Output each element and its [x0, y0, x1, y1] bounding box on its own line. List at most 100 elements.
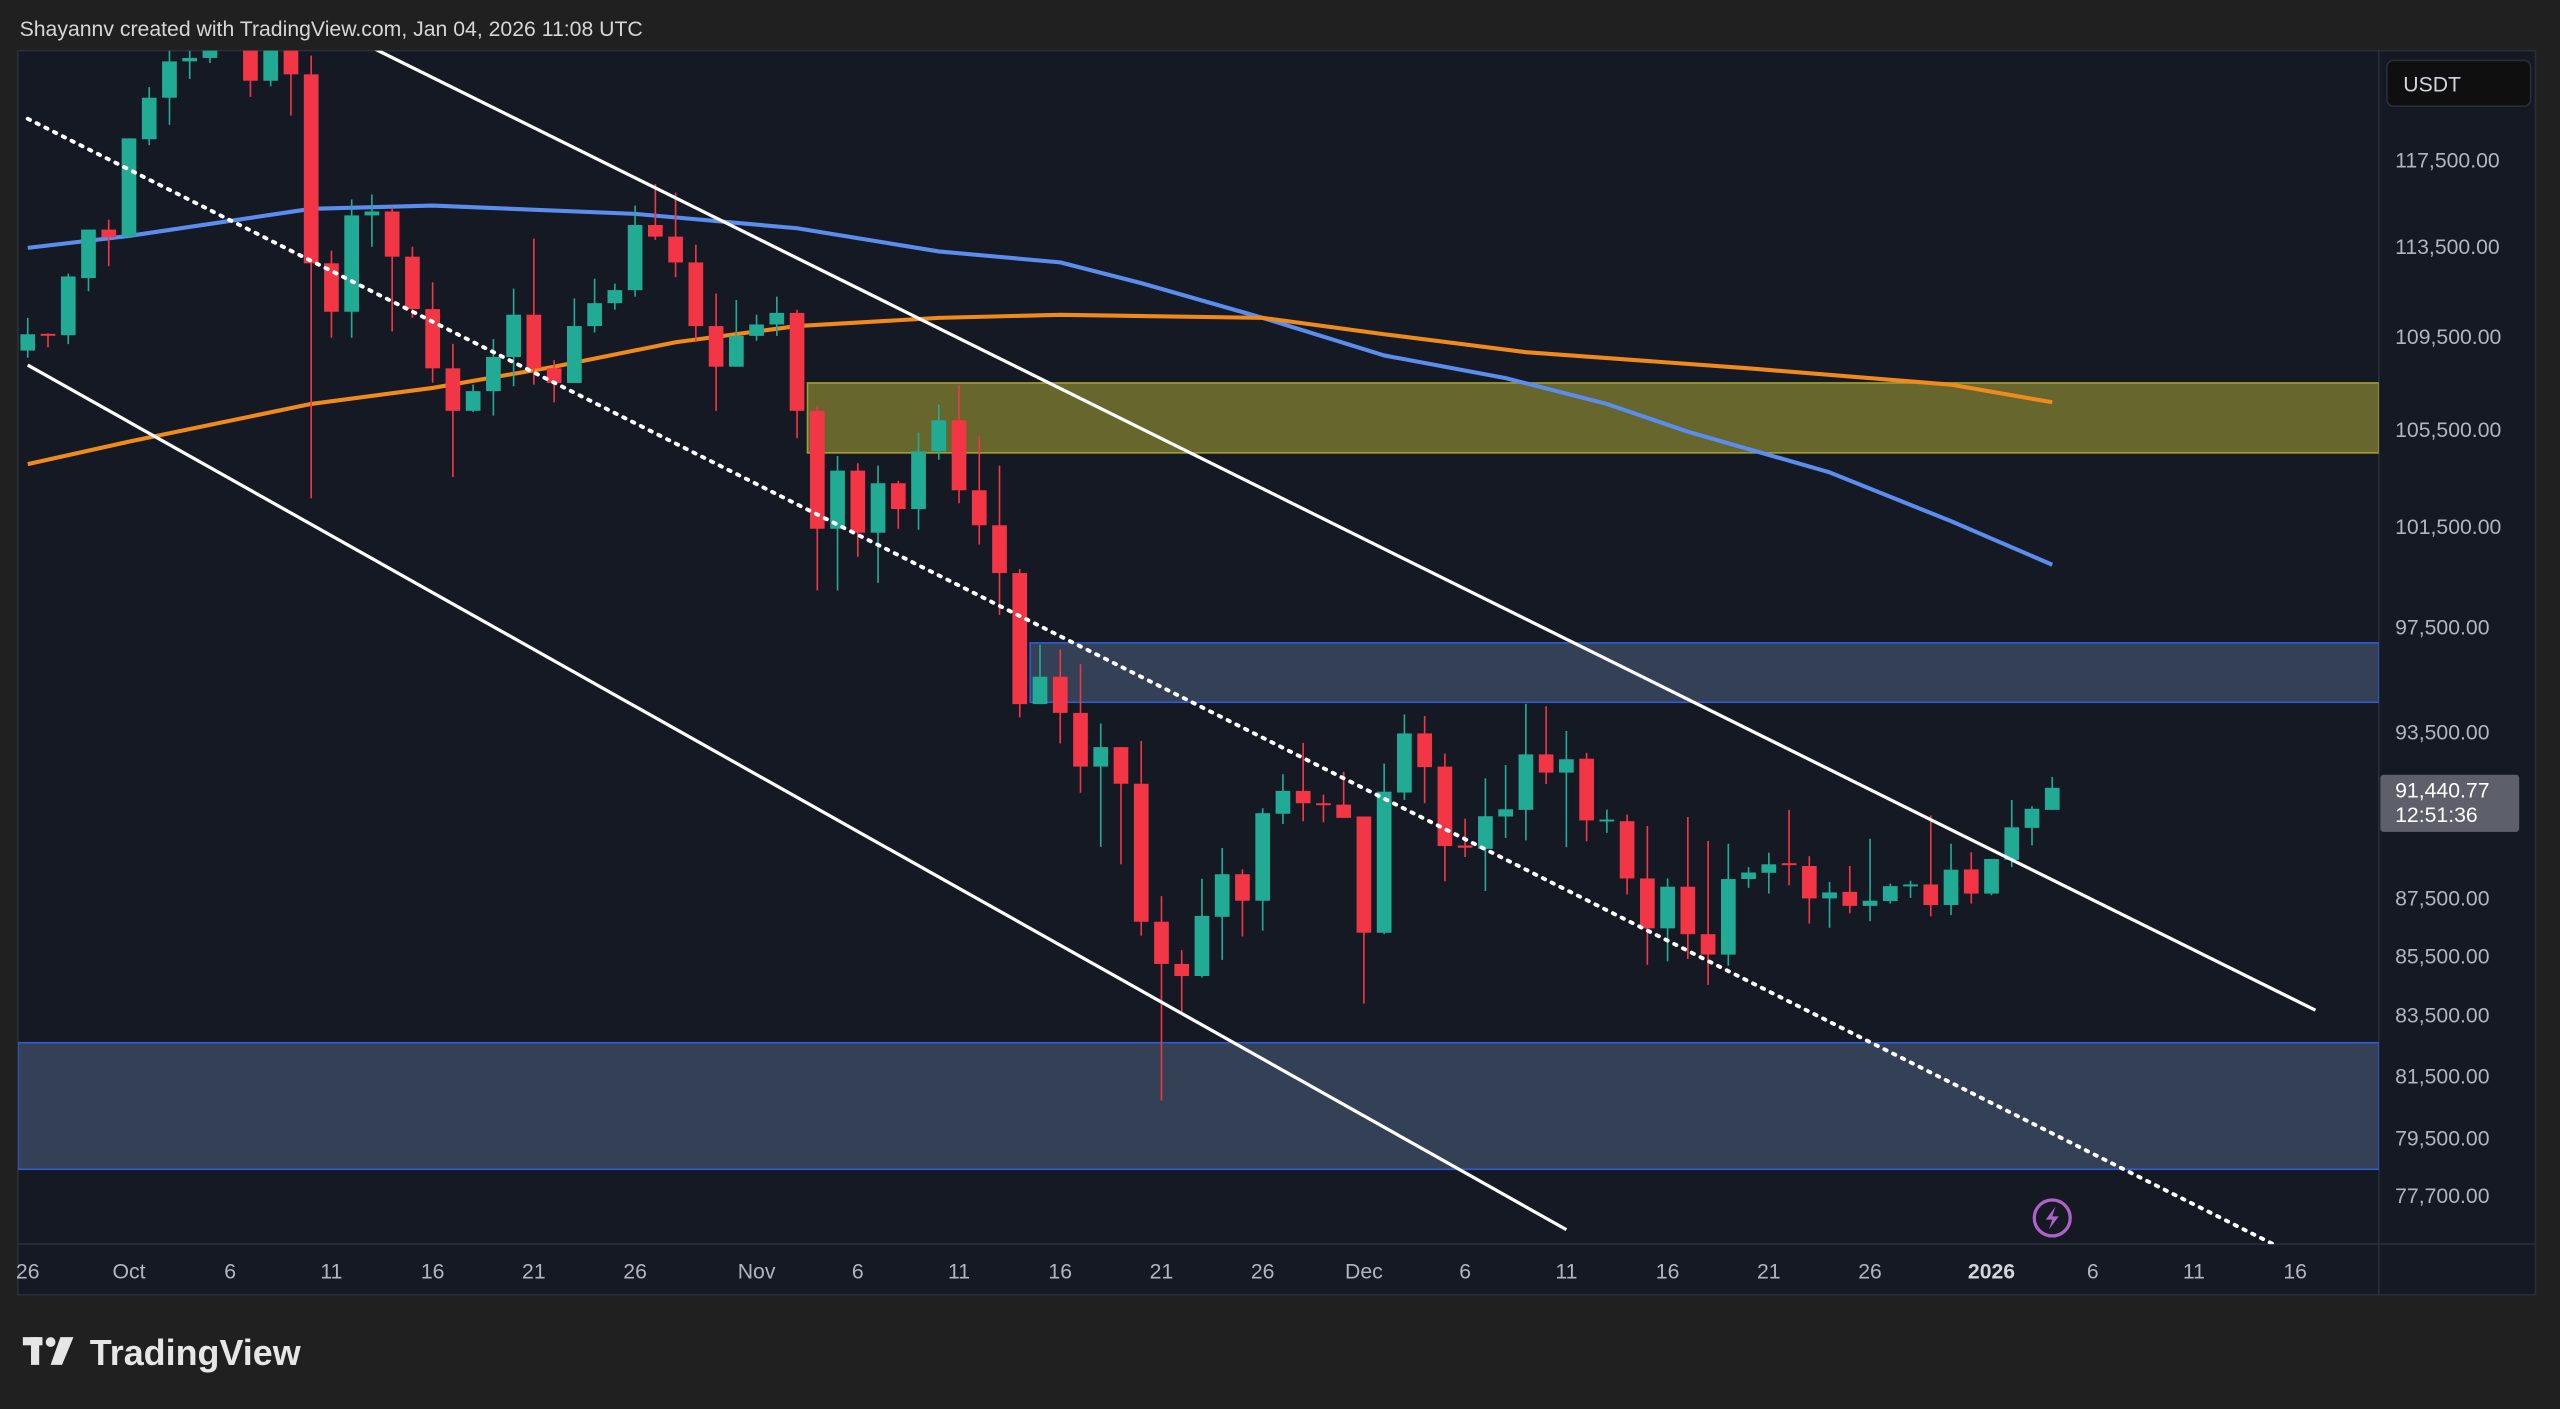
candle[interactable]: [1963, 852, 1979, 904]
candle[interactable]: [81, 229, 96, 292]
channel-line-1[interactable]: [372, 48, 2317, 1012]
candle[interactable]: [1113, 747, 1129, 865]
candle[interactable]: [384, 207, 400, 332]
time-axis[interactable]: 26 Oct 6 11 16 21 26 Nov 6 11 16 21 26 Dec 6 11 16 21 26 20…: [16, 1260, 2307, 1283]
candle[interactable]: [971, 435, 987, 545]
candle[interactable]: [1275, 774, 1291, 824]
candle[interactable]: [1316, 794, 1331, 823]
candle[interactable]: [425, 282, 440, 383]
candle[interactable]: [1660, 878, 1675, 962]
candle[interactable]: [931, 404, 947, 460]
candle[interactable]: [951, 384, 967, 504]
candle[interactable]: [121, 138, 137, 238]
demand-zone[interactable]: [17, 1041, 2379, 1171]
candle[interactable]: [1640, 825, 1655, 965]
candle[interactable]: [2044, 776, 2060, 810]
candle[interactable]: [1417, 716, 1432, 804]
candle[interactable]: [1943, 843, 1959, 916]
candle[interactable]: [627, 205, 643, 297]
resistance-zone[interactable]: [1029, 642, 2379, 704]
supply-zone[interactable]: [806, 382, 2379, 454]
candle[interactable]: [40, 333, 56, 348]
candle[interactable]: [1376, 763, 1392, 935]
moving-average-line-1[interactable]: [27, 203, 2054, 567]
candle[interactable]: [911, 432, 926, 530]
candle[interactable]: [587, 278, 602, 333]
candle[interactable]: [1842, 866, 1858, 914]
candle[interactable]: [1781, 809, 1797, 886]
candle[interactable]: [20, 317, 36, 358]
candle[interactable]: [728, 300, 744, 367]
candle[interactable]: [405, 246, 420, 318]
candle[interactable]: [809, 405, 825, 591]
candle[interactable]: [1214, 847, 1230, 960]
candle[interactable]: [506, 288, 521, 387]
candle[interactable]: [1761, 852, 1777, 894]
candle[interactable]: [1133, 740, 1149, 936]
candle[interactable]: [1235, 869, 1250, 937]
candle[interactable]: [1923, 815, 1939, 917]
candle[interactable]: [1397, 714, 1412, 800]
candle[interactable]: [324, 250, 339, 338]
candle[interactable]: [769, 296, 785, 336]
candle[interactable]: [1984, 858, 1999, 896]
candle[interactable]: [1073, 664, 1088, 793]
candle[interactable]: [344, 199, 360, 338]
event-marker[interactable]: [2032, 1198, 2072, 1238]
candle[interactable]: [607, 283, 623, 310]
candle[interactable]: [1295, 742, 1311, 822]
candle[interactable]: [992, 465, 1007, 615]
candle[interactable]: [364, 194, 380, 247]
candle[interactable]: [1498, 764, 1513, 838]
candle[interactable]: [1174, 950, 1190, 1013]
candle[interactable]: [1882, 883, 1898, 904]
candle[interactable]: [101, 219, 117, 267]
candle[interactable]: [60, 273, 76, 345]
candle[interactable]: [1579, 752, 1594, 842]
candle[interactable]: [445, 343, 461, 478]
candle[interactable]: [526, 238, 542, 385]
candle[interactable]: [567, 298, 582, 383]
candle[interactable]: [1255, 808, 1271, 931]
candle[interactable]: [1538, 706, 1554, 785]
candle[interactable]: [1356, 816, 1372, 1004]
candle[interactable]: [789, 309, 805, 439]
candle[interactable]: [1903, 880, 1918, 898]
candle[interactable]: [162, 50, 177, 125]
dotted-midline[interactable]: [25, 116, 2277, 1245]
chart-pane[interactable]: [17, 0, 2379, 1245]
channel-line-2[interactable]: [26, 363, 1568, 1232]
candle[interactable]: [243, 3, 258, 97]
candle[interactable]: [1012, 569, 1028, 718]
candle[interactable]: [1559, 731, 1574, 848]
candle[interactable]: [1194, 878, 1210, 978]
candle[interactable]: [1619, 814, 1635, 895]
candle[interactable]: [688, 244, 704, 343]
candle[interactable]: [648, 183, 663, 240]
candle[interactable]: [1801, 856, 1817, 924]
candle[interactable]: [668, 192, 683, 278]
candle[interactable]: [303, 55, 319, 499]
currency-button[interactable]: [2386, 59, 2532, 107]
candle[interactable]: [870, 465, 886, 583]
candle[interactable]: [1032, 644, 1048, 705]
candle[interactable]: [2024, 806, 2040, 846]
candle[interactable]: [202, 0, 218, 64]
candle[interactable]: [850, 463, 866, 557]
candle[interactable]: [1093, 723, 1109, 847]
candle[interactable]: [1154, 896, 1169, 1101]
candle[interactable]: [182, 50, 198, 79]
candle[interactable]: [1720, 843, 1736, 966]
candle[interactable]: [263, 25, 279, 87]
candle[interactable]: [1741, 867, 1756, 888]
candle[interactable]: [1478, 778, 1493, 891]
candle[interactable]: [1052, 649, 1068, 744]
candle[interactable]: [749, 314, 764, 341]
candle[interactable]: [465, 384, 481, 413]
candle[interactable]: [1822, 881, 1837, 928]
candle[interactable]: [1518, 703, 1534, 841]
candle[interactable]: [708, 293, 724, 411]
candle[interactable]: [2004, 799, 2020, 868]
candle[interactable]: [1680, 817, 1696, 959]
candle[interactable]: [890, 480, 906, 529]
